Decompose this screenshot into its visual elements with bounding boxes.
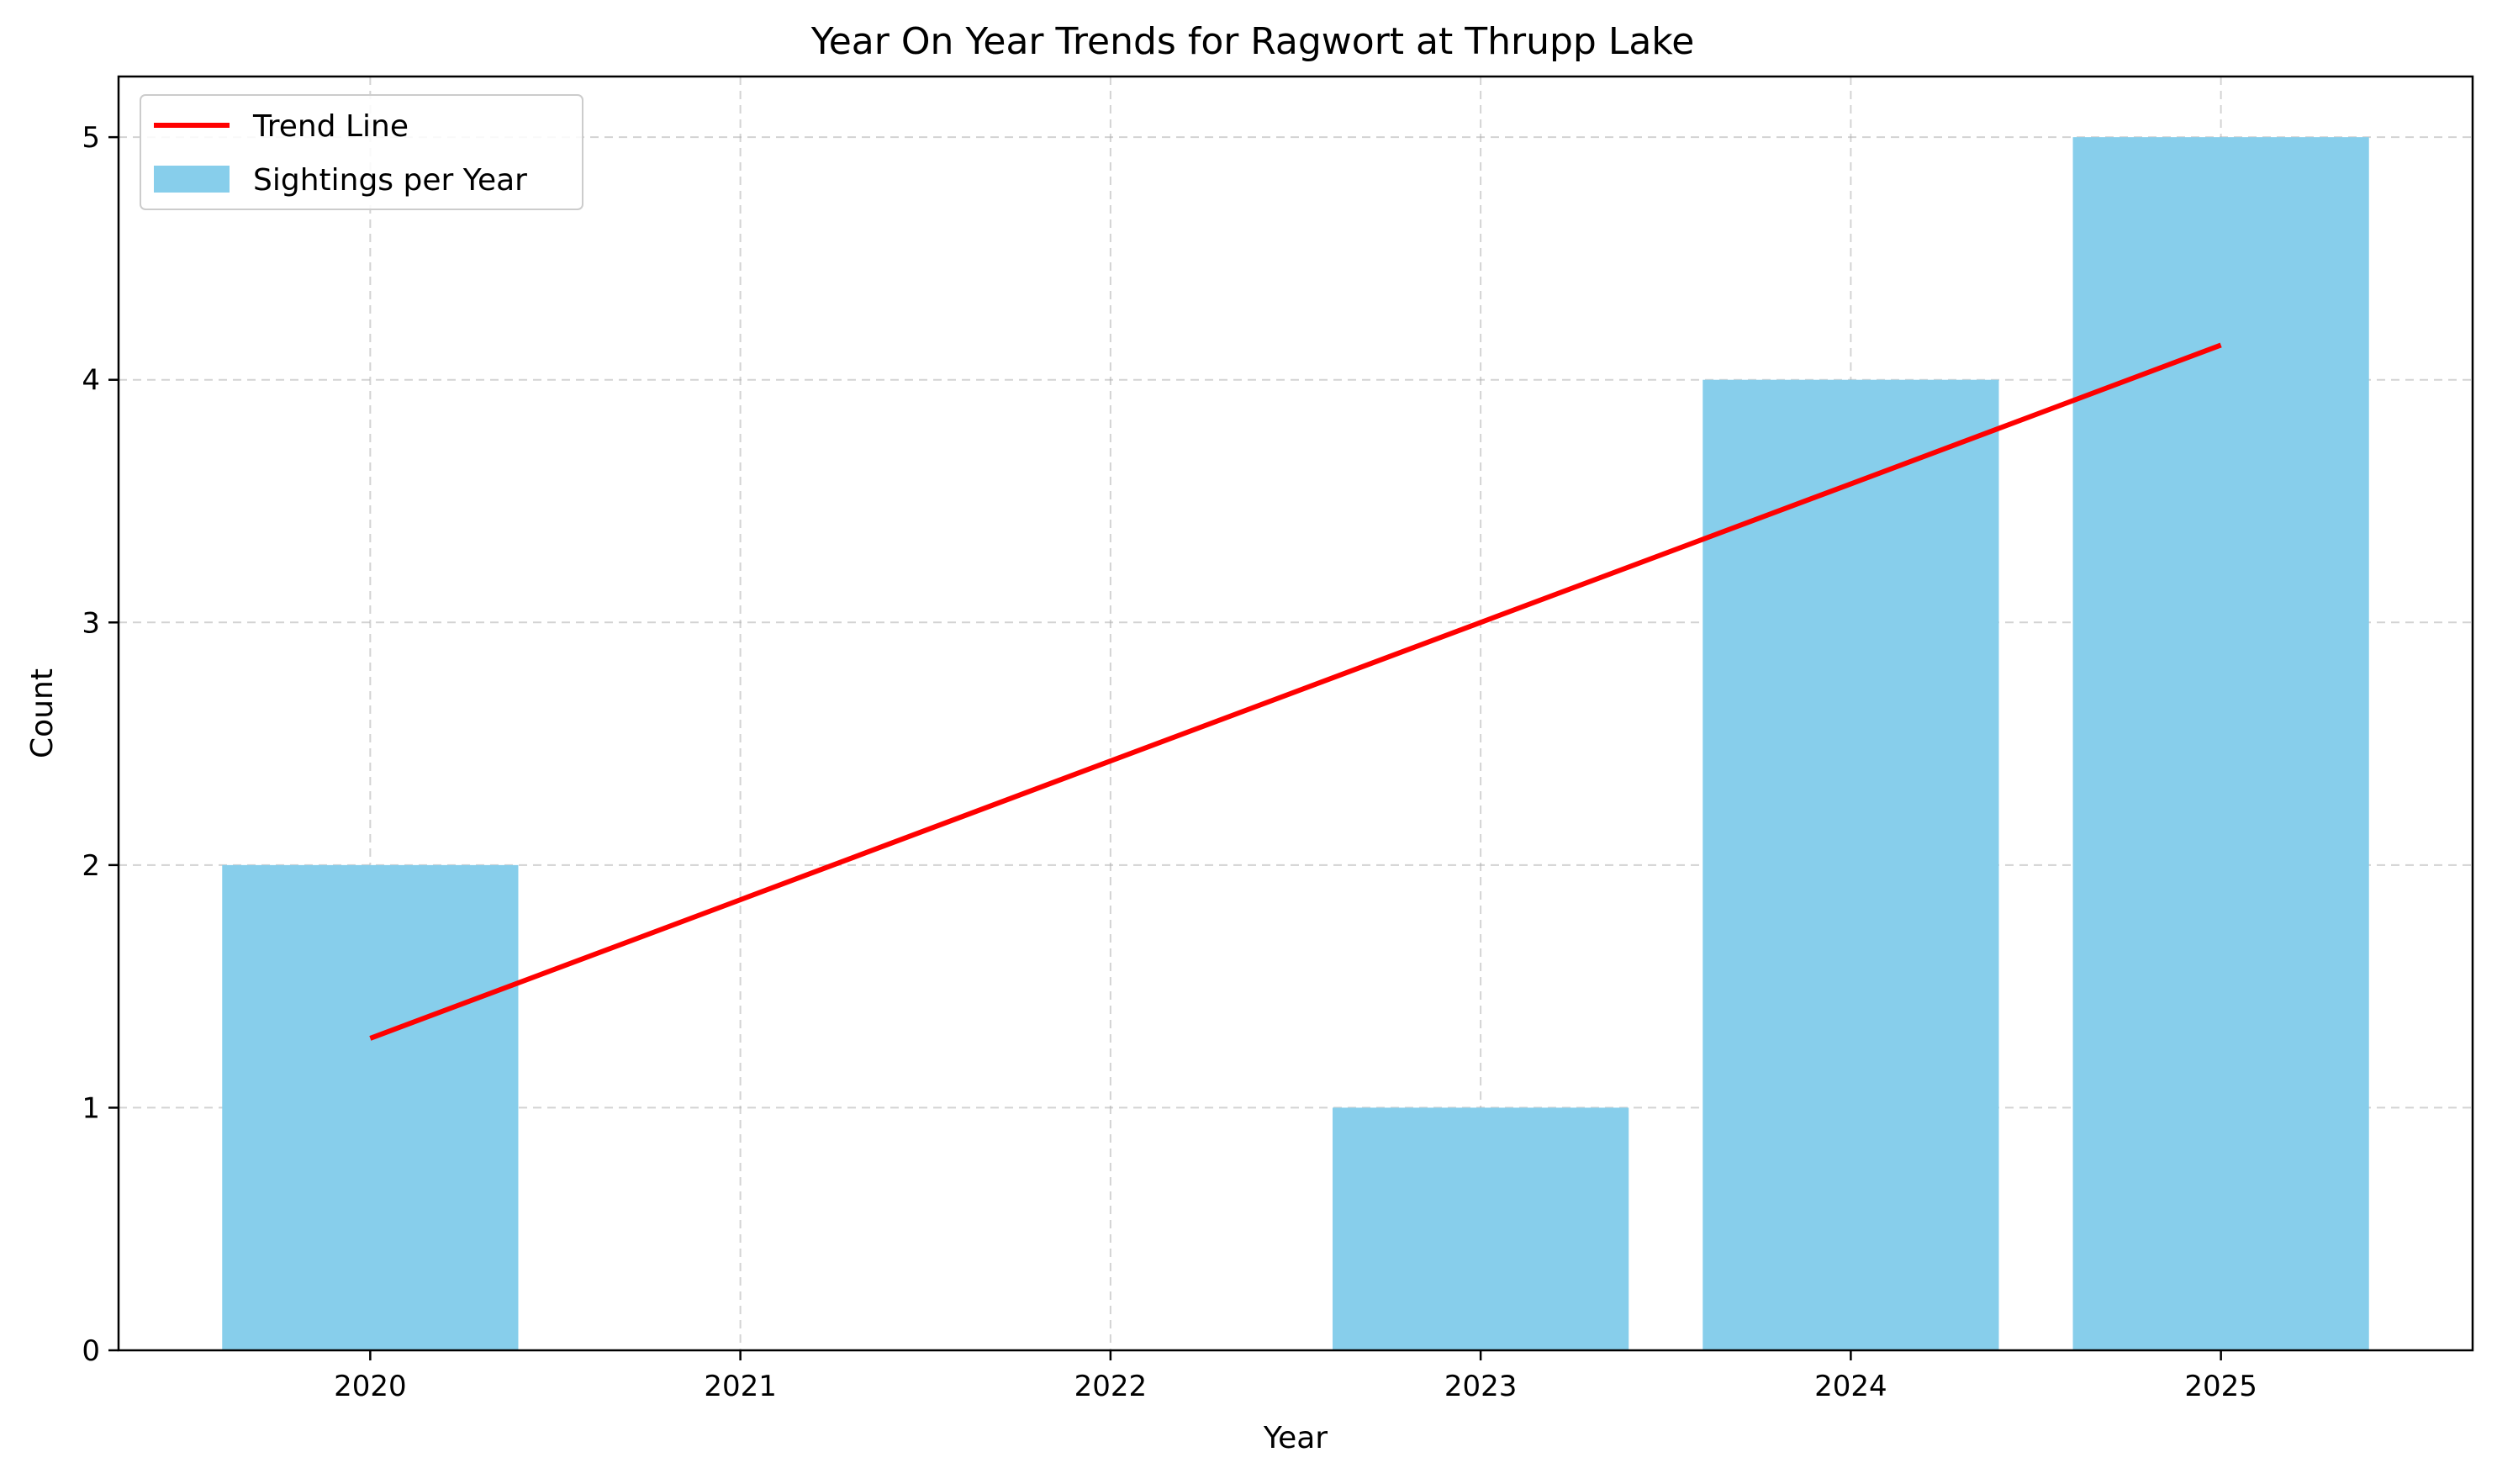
- y-tick-label: 5: [82, 121, 100, 155]
- y-tick-label: 0: [82, 1334, 100, 1368]
- legend-box: [140, 94, 583, 210]
- bar-2024: [1702, 379, 1999, 1350]
- bar-2020: [222, 864, 519, 1350]
- x-tick-label: 2021: [704, 1370, 777, 1403]
- x-tick-label: 2025: [2184, 1370, 2257, 1403]
- legend: Trend Line Sightings per Year: [140, 94, 583, 210]
- chart-title: Year On Year Trends for Ragwort at Thrup…: [810, 20, 1695, 63]
- ticks: 2020 2021 2022 2023 2024 2025 0 1 2 3 4 5: [82, 121, 2257, 1403]
- bar-2023: [1333, 1107, 1629, 1350]
- bar-2025: [2072, 137, 2369, 1351]
- bars: [222, 137, 2369, 1351]
- legend-swatch-patch: [154, 166, 230, 193]
- legend-label: Trend Line: [252, 109, 409, 144]
- y-tick-label: 2: [82, 849, 100, 883]
- x-tick-label: 2024: [1814, 1370, 1887, 1403]
- trend-line-group: [369, 342, 2222, 1041]
- plot-area-frame: [117, 75, 2474, 1352]
- x-tick-label: 2022: [1074, 1370, 1148, 1403]
- y-tick-label: 4: [82, 364, 100, 398]
- legend-label: Sightings per Year: [253, 163, 527, 198]
- y-axis-label: Count: [25, 668, 60, 758]
- x-tick-label: 2020: [334, 1370, 407, 1403]
- y-tick-label: 3: [82, 606, 100, 640]
- x-tick-label: 2023: [1444, 1370, 1518, 1403]
- x-axis-label: Year: [1263, 1421, 1328, 1455]
- y-tick-label: 1: [82, 1091, 100, 1125]
- trend-line: [369, 342, 2222, 1041]
